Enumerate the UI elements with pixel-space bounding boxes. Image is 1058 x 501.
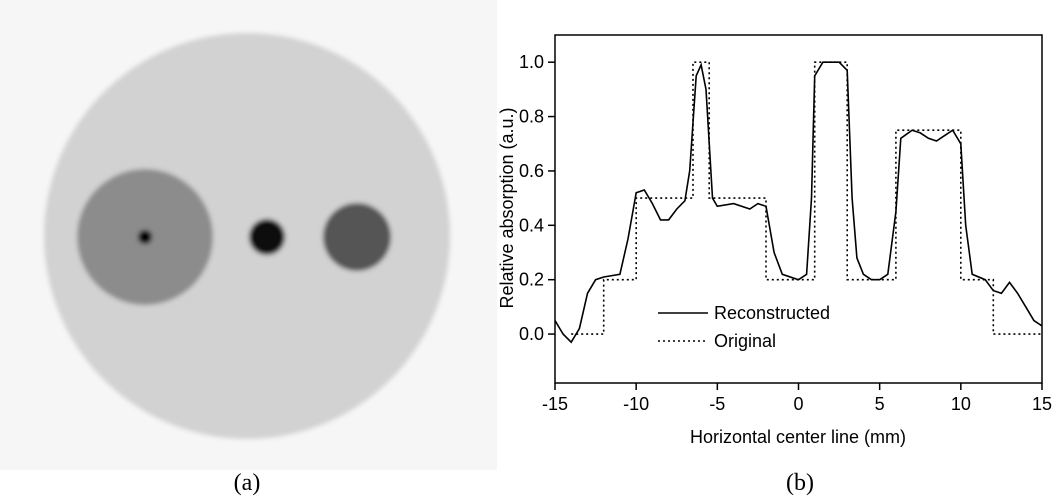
x-tick-label: -10 <box>623 394 649 414</box>
x-tick-label: 15 <box>1032 394 1052 414</box>
y-tick-label: 1.0 <box>519 52 544 72</box>
y-tick-label: 0.0 <box>519 324 544 344</box>
y-tick-label: 0.4 <box>519 215 544 235</box>
x-tick-label: -5 <box>709 394 725 414</box>
x-tick-label: -15 <box>542 394 568 414</box>
y-tick-label: 0.6 <box>519 161 544 181</box>
x-tick-label: 5 <box>875 394 885 414</box>
x-tick-label: 10 <box>951 394 971 414</box>
phantom-image <box>0 0 497 470</box>
data-line <box>571 62 1042 334</box>
legend-label: Original <box>714 331 776 351</box>
figure: (a) (b) Horizontal center line (mm) Rela… <box>0 0 1058 501</box>
x-tick-label: 0 <box>793 394 803 414</box>
legend-label: Reconstructed <box>714 303 830 323</box>
data-line <box>555 62 1042 342</box>
caption: (a) <box>234 470 261 496</box>
phantom-insert <box>249 219 285 255</box>
phantom-insert <box>323 203 391 271</box>
y-axis-label: Relative absorption (a.u.) <box>497 107 517 308</box>
phantom-insert <box>138 230 152 244</box>
plot-frame <box>555 35 1042 383</box>
x-axis-label: Horizontal center line (mm) <box>690 427 906 447</box>
caption: (b) <box>786 470 814 496</box>
y-tick-label: 0.2 <box>519 270 544 290</box>
y-tick-label: 0.8 <box>519 107 544 127</box>
